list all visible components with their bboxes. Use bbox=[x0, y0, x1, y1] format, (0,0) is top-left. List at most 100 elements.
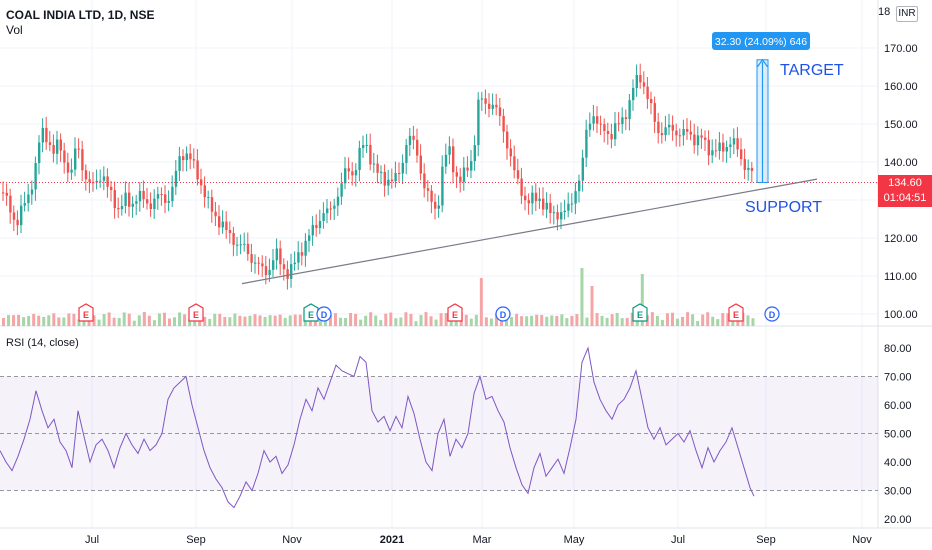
candle-body bbox=[214, 211, 217, 217]
volume-bar bbox=[122, 312, 126, 326]
candle-body bbox=[322, 213, 325, 221]
volume-bar bbox=[243, 316, 247, 326]
volume-bar bbox=[696, 320, 700, 326]
candle-body bbox=[362, 145, 365, 148]
countdown-timer: 01:04:51 bbox=[883, 192, 927, 204]
candle-body bbox=[545, 202, 548, 210]
candle-body bbox=[156, 194, 160, 199]
candle-body bbox=[635, 74, 638, 89]
volume-bar bbox=[303, 317, 307, 326]
measure-label-box bbox=[712, 32, 810, 50]
candle-body bbox=[113, 190, 116, 208]
candle-body bbox=[689, 131, 692, 135]
candle-body bbox=[164, 194, 167, 203]
volume-bar bbox=[565, 318, 569, 326]
volume-bar bbox=[595, 313, 599, 326]
volume-bar bbox=[550, 315, 554, 326]
candle-body bbox=[34, 163, 37, 190]
volume-bar bbox=[97, 319, 101, 326]
candle-body bbox=[160, 194, 163, 196]
candle-body bbox=[376, 163, 379, 173]
volume-bar bbox=[223, 316, 227, 326]
candle-body bbox=[88, 179, 91, 183]
candle-body bbox=[678, 135, 682, 137]
volume-bar bbox=[27, 315, 31, 326]
candle-body bbox=[70, 169, 73, 173]
measure-label: 32.30 (24.09%) 646 bbox=[715, 36, 807, 48]
support-trendline bbox=[241, 178, 818, 285]
candle-body bbox=[167, 201, 170, 203]
candle-body bbox=[5, 192, 8, 196]
candle-body bbox=[149, 203, 152, 210]
time-tick-label: Jul bbox=[85, 534, 99, 546]
candle-body bbox=[27, 194, 30, 204]
candle-body bbox=[578, 180, 581, 192]
candle-body bbox=[336, 196, 340, 206]
volume-bar bbox=[731, 318, 735, 326]
volume-bar bbox=[555, 315, 559, 326]
candle-body bbox=[185, 153, 188, 161]
currency-button[interactable]: INR bbox=[896, 6, 918, 22]
candle-body bbox=[228, 230, 232, 234]
candle-body bbox=[408, 135, 412, 146]
candle-body bbox=[502, 115, 505, 132]
volume-bar bbox=[248, 315, 252, 326]
candle-body bbox=[20, 205, 23, 226]
volume-bar bbox=[686, 312, 690, 326]
candle-body bbox=[452, 146, 455, 173]
candle-body bbox=[365, 144, 368, 146]
candle-body bbox=[570, 203, 574, 205]
rsi-line bbox=[0, 346, 755, 509]
candle-body bbox=[419, 155, 422, 174]
candle-body bbox=[700, 135, 703, 138]
volume-bar bbox=[665, 313, 669, 326]
candle-body bbox=[714, 150, 718, 152]
candle-body bbox=[333, 205, 336, 209]
candle-body bbox=[268, 269, 271, 276]
candle-body bbox=[441, 166, 444, 206]
candle-body bbox=[236, 244, 239, 246]
candle-body bbox=[254, 262, 257, 264]
price-tick-label: 150.00 bbox=[884, 119, 918, 131]
candle-body bbox=[95, 180, 98, 183]
symbol-title[interactable]: COAL INDIA LTD, 1D, NSE bbox=[6, 8, 155, 22]
volume-legend[interactable]: Vol bbox=[6, 23, 23, 37]
candle-body bbox=[250, 254, 253, 263]
candle-body bbox=[459, 176, 462, 182]
volume-bar bbox=[349, 313, 353, 326]
candle-body bbox=[354, 170, 358, 176]
volume-bar bbox=[22, 317, 26, 326]
candle-body bbox=[657, 121, 660, 134]
candle-body bbox=[182, 156, 185, 161]
candle-body bbox=[66, 162, 70, 173]
candle-body bbox=[516, 170, 520, 179]
time-tick-label: Nov bbox=[852, 534, 872, 546]
volume-bar bbox=[439, 313, 443, 326]
volume-bar bbox=[142, 312, 146, 326]
volume-bar bbox=[273, 315, 277, 326]
candle-body bbox=[466, 167, 469, 171]
candle-body bbox=[326, 208, 329, 214]
candle-body bbox=[77, 148, 80, 150]
candle-body bbox=[286, 269, 289, 279]
volume-bar bbox=[298, 314, 302, 326]
candle-body bbox=[552, 212, 556, 214]
candle-body bbox=[358, 147, 361, 171]
volume-bar bbox=[374, 315, 378, 326]
volume-bar bbox=[7, 315, 11, 326]
volume-bar bbox=[42, 316, 46, 326]
candle-body bbox=[63, 150, 66, 163]
candle-body bbox=[534, 192, 538, 202]
candle-body bbox=[527, 200, 530, 204]
candle-body bbox=[290, 264, 293, 279]
volume-bar bbox=[655, 315, 659, 326]
volume-bar bbox=[746, 315, 750, 326]
dividend-marker bbox=[316, 306, 332, 322]
candle-body bbox=[135, 201, 138, 204]
candle-body bbox=[624, 117, 628, 120]
volume-bar bbox=[489, 318, 493, 326]
candle-body bbox=[264, 266, 268, 276]
candle-body bbox=[315, 224, 318, 229]
candle-body bbox=[84, 170, 88, 180]
